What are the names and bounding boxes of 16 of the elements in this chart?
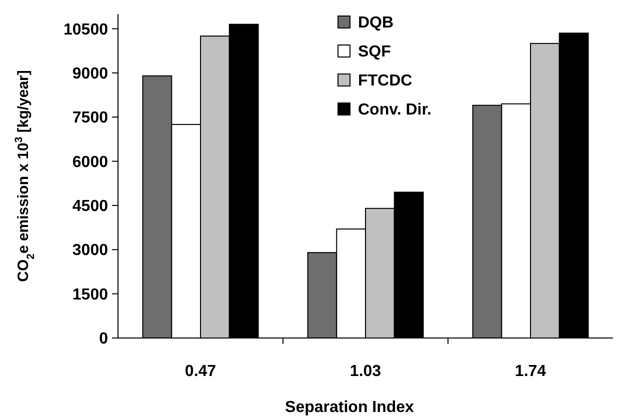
y-tick-label: 4500 [72, 198, 108, 216]
y-tick-label: 6000 [72, 154, 108, 171]
legend-label: DQB [358, 14, 394, 32]
x-tick-label: 0.47 [184, 363, 216, 380]
x-tick-label: 1.74 [514, 363, 546, 380]
y-tick-label: 3000 [72, 242, 108, 260]
x-axis-title: Separation Index [285, 399, 414, 416]
y-tick-label: 7500 [72, 110, 108, 127]
legend-label: Conv. Dir. [358, 102, 432, 119]
legend-label: SQF [358, 44, 392, 61]
y-tick-label: 1500 [72, 286, 108, 304]
y-tick-label: 9000 [72, 66, 108, 83]
y-tick-label: 0 [99, 330, 108, 348]
y-tick-label: 10500 [64, 21, 108, 38]
legend-label: FTCDC [358, 72, 413, 90]
x-tick-label: 1.03 [350, 363, 382, 380]
